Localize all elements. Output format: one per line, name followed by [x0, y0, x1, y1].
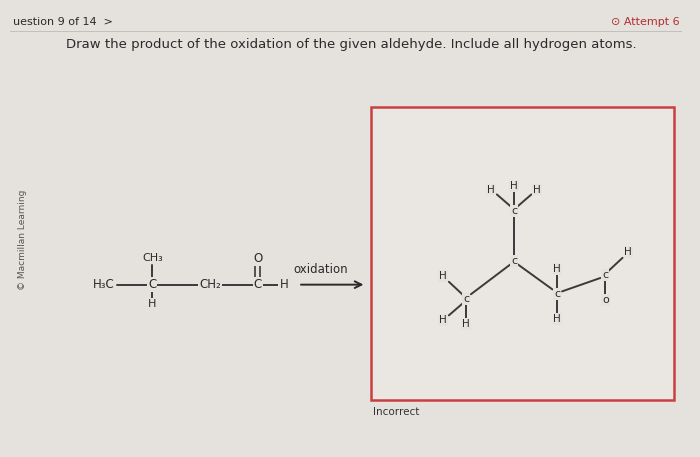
Text: O: O — [253, 252, 262, 265]
Text: c: c — [511, 206, 517, 216]
Text: c: c — [554, 289, 561, 299]
Text: CH₂: CH₂ — [199, 278, 220, 291]
Text: H: H — [554, 264, 561, 274]
Text: C: C — [148, 278, 156, 291]
Text: o: o — [602, 295, 609, 305]
Text: H: H — [148, 299, 157, 309]
Text: H: H — [510, 181, 518, 191]
Text: H: H — [439, 315, 447, 325]
Text: H: H — [554, 314, 561, 324]
Text: H: H — [624, 247, 632, 257]
Text: H: H — [462, 319, 470, 329]
Text: Incorrect: Incorrect — [373, 407, 419, 417]
Text: c: c — [463, 294, 469, 304]
Text: H: H — [279, 278, 288, 291]
Text: H₃C: H₃C — [92, 278, 114, 291]
Text: c: c — [511, 255, 517, 266]
Text: ⊙ Attempt 6: ⊙ Attempt 6 — [610, 16, 679, 27]
Bar — [371, 107, 674, 400]
Text: Draw the product of the oxidation of the given aldehyde. Include all hydrogen at: Draw the product of the oxidation of the… — [66, 38, 636, 51]
Text: C: C — [253, 278, 262, 291]
Text: H: H — [533, 185, 541, 195]
Text: H: H — [487, 185, 495, 195]
Text: © Macmillan Learning: © Macmillan Learning — [18, 189, 27, 290]
Text: uestion 9 of 14  >: uestion 9 of 14 > — [13, 16, 113, 27]
Text: CH₃: CH₃ — [142, 253, 162, 263]
Text: H: H — [439, 271, 447, 281]
Text: oxidation: oxidation — [293, 263, 347, 276]
Text: c: c — [602, 270, 608, 280]
